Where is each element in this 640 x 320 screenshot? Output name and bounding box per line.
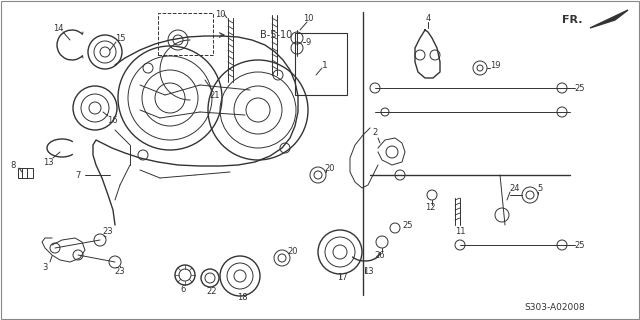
Text: 20: 20 (288, 247, 298, 257)
Text: 5: 5 (538, 183, 543, 193)
Text: 26: 26 (374, 251, 385, 260)
Text: 14: 14 (52, 23, 63, 33)
Text: 13: 13 (43, 157, 53, 166)
Text: 15: 15 (115, 34, 125, 43)
Bar (18, 168, 33, 178)
Text: 21: 21 (210, 91, 220, 100)
Text: 11: 11 (455, 228, 465, 236)
Text: 9: 9 (305, 37, 310, 46)
Bar (295, 33, 347, 95)
Text: 2: 2 (372, 127, 378, 137)
Text: B-5-10: B-5-10 (260, 30, 292, 40)
Text: 20: 20 (324, 164, 335, 172)
Text: 16: 16 (107, 116, 117, 124)
Text: 10: 10 (215, 10, 225, 19)
Text: 1: 1 (322, 60, 328, 69)
Text: 3: 3 (42, 263, 48, 273)
Text: 6: 6 (180, 285, 186, 294)
Text: 17: 17 (337, 274, 348, 283)
Polygon shape (590, 10, 628, 28)
Text: 25: 25 (575, 241, 585, 250)
Text: 4: 4 (426, 13, 431, 22)
Text: 24: 24 (509, 183, 520, 193)
Text: 18: 18 (237, 293, 247, 302)
Text: 25: 25 (575, 84, 585, 92)
Text: 19: 19 (490, 60, 500, 69)
Text: S303-A02008: S303-A02008 (525, 303, 586, 313)
Text: 22: 22 (207, 287, 217, 297)
Bar (158, 13, 213, 55)
Text: 25: 25 (403, 220, 413, 229)
Text: 23: 23 (102, 228, 113, 236)
Text: 12: 12 (425, 204, 435, 212)
Text: 13: 13 (363, 268, 373, 276)
Text: 10: 10 (303, 13, 313, 22)
Text: FR.: FR. (562, 15, 582, 25)
Text: 23: 23 (115, 268, 125, 276)
Text: 8: 8 (10, 161, 16, 170)
Text: 7: 7 (76, 171, 81, 180)
